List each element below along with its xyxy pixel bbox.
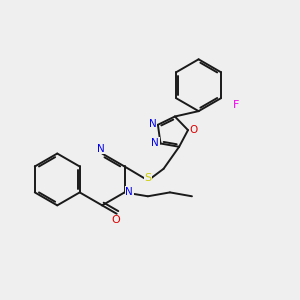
Text: S: S — [145, 173, 152, 183]
Text: N: N — [97, 144, 104, 154]
Text: N: N — [125, 187, 133, 197]
Text: N: N — [152, 138, 159, 148]
Text: N: N — [149, 119, 157, 129]
Text: O: O — [189, 124, 197, 134]
Text: F: F — [233, 100, 239, 110]
Text: O: O — [112, 215, 120, 225]
